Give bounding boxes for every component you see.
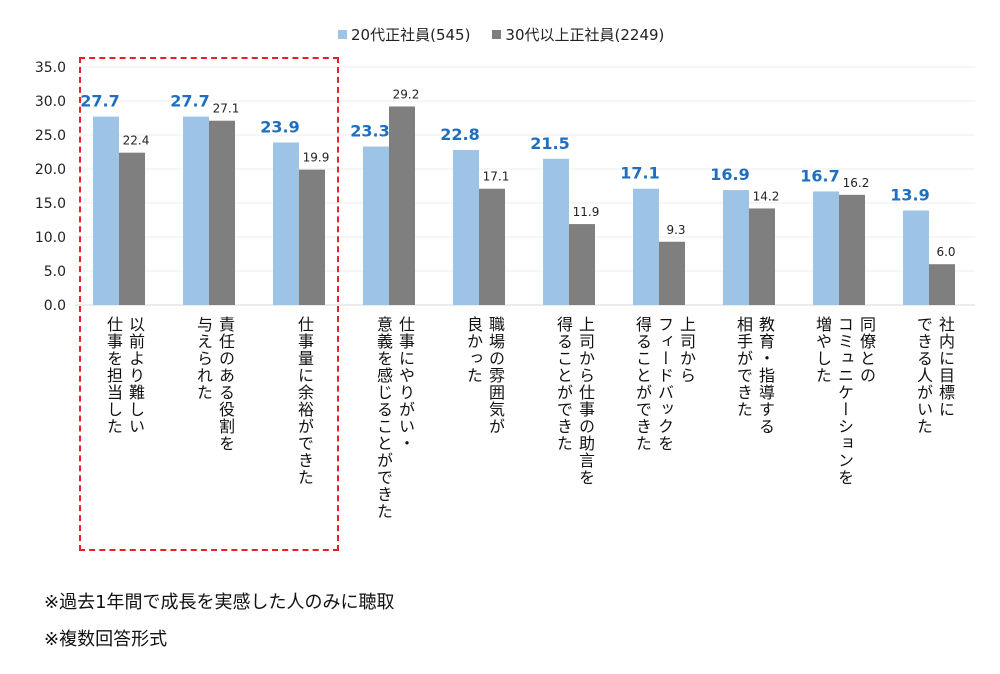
y-tick-label: 5.0 (44, 264, 66, 280)
data-label: 16.2 (843, 176, 870, 190)
bar-20s (903, 210, 929, 305)
data-label: 13.9 (890, 185, 929, 204)
x-category-label: 仕事量に余裕ができた (295, 316, 314, 486)
x-category-label: 同僚との コミュニケーションを 増やした (813, 316, 876, 486)
data-label: 22.4 (123, 134, 150, 148)
y-tick-label: 0.0 (44, 298, 66, 314)
bar-30s-plus (389, 106, 415, 305)
note-1: ※過去1年間で成長を実感した人のみに聴取 (44, 592, 395, 613)
y-tick-label: 30.0 (35, 94, 66, 110)
bar-20s (453, 149, 479, 305)
bar-20s (273, 142, 299, 305)
bar-20s (93, 116, 119, 305)
bar-30s-plus (569, 224, 595, 305)
x-category-label: 責任のある役割を 与えられた (194, 316, 235, 452)
data-label: 9.3 (666, 223, 685, 237)
y-tick-label: 35.0 (35, 60, 66, 76)
note-2: ※複数回答形式 (44, 629, 168, 650)
data-label: 14.2 (753, 189, 780, 203)
x-category-label: 職場の雰囲気が 良かった (464, 316, 505, 435)
bar-20s (183, 116, 209, 305)
bar-30s-plus (119, 152, 145, 305)
legend-label-20s: 20代正社員(545) (351, 26, 471, 44)
legend-item-20s: 20代正社員(545) (338, 24, 470, 45)
legend-swatch-30s-plus (492, 30, 502, 39)
y-tick-label: 20.0 (35, 162, 66, 178)
data-label: 23.9 (260, 117, 299, 136)
y-tick-label: 25.0 (35, 128, 66, 144)
data-label: 27.7 (80, 92, 119, 111)
data-label: 29.2 (393, 87, 420, 101)
bar-20s (363, 146, 389, 305)
bar-30s-plus (479, 188, 505, 305)
bar-30s-plus (749, 208, 775, 305)
y-tick-label: 10.0 (35, 230, 66, 246)
data-label: 27.1 (213, 102, 240, 116)
highlight-box (79, 57, 339, 551)
bar-30s-plus (839, 194, 865, 305)
bar-20s (633, 188, 659, 305)
bar-30s-plus (929, 264, 955, 305)
legend-swatch-20s (338, 30, 347, 39)
x-category-label: 教育・指導する 相手ができた (734, 316, 775, 435)
data-label: 16.9 (710, 165, 749, 184)
legend: 20代正社員(545) 30代以上正社員(2249) (338, 24, 664, 45)
bar-30s-plus (299, 169, 325, 305)
data-label: 21.5 (530, 134, 569, 153)
bar-20s (813, 191, 839, 305)
data-label: 19.9 (303, 151, 330, 165)
data-label: 22.8 (440, 125, 479, 144)
legend-item-30s-plus: 30代以上正社員(2249) (492, 24, 664, 45)
x-category-label: 上司から仕事の助言を 得ることができた (554, 316, 595, 486)
data-label: 16.7 (800, 166, 839, 185)
data-label: 6.0 (936, 245, 955, 259)
y-tick-label: 15.0 (35, 196, 66, 212)
data-label: 27.7 (170, 92, 209, 111)
x-category-label: 上司から フィードバックを 得ることができた (633, 316, 696, 452)
bar-30s-plus (209, 120, 235, 305)
data-label: 17.1 (483, 170, 510, 184)
x-category-label: 仕事にやりがい・ 意義を感じることができた (374, 316, 415, 520)
bar-30s-plus (659, 241, 685, 305)
legend-label-30s-plus: 30代以上正社員(2249) (505, 26, 665, 44)
data-label: 11.9 (573, 205, 600, 219)
data-label: 23.3 (350, 122, 389, 141)
x-category-label: 社内に目標に できる人がいた (914, 316, 955, 435)
data-label: 17.1 (620, 164, 659, 183)
bar-20s (723, 190, 749, 305)
bar-20s (543, 158, 569, 305)
x-category-label: 以前より難しい 仕事を担当した (104, 316, 145, 435)
